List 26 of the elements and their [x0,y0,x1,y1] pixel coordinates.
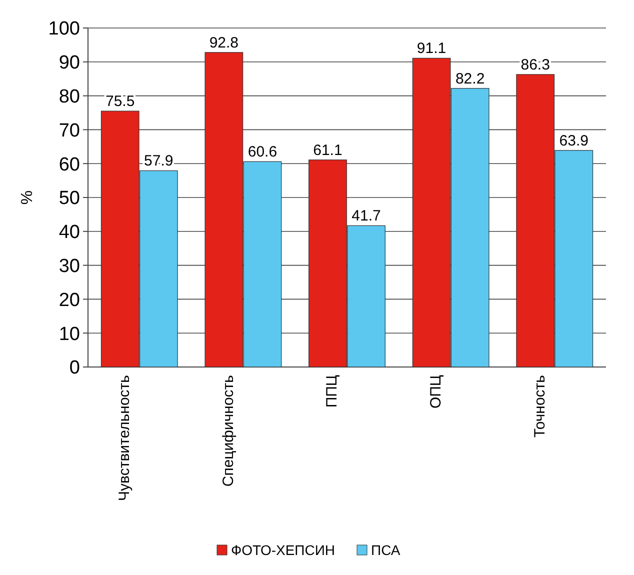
x-tick-label: ОПЦ [427,375,444,409]
y-tick-label: 70 [58,120,80,142]
data-label: 61.1 [313,142,342,159]
y-tick-label: 30 [58,256,80,277]
y-tick-label: 10 [58,324,80,345]
x-tick-label: Чувствительность [116,374,134,501]
y-tick-label: 60 [58,154,80,176]
data-label: 92.8 [209,34,239,52]
y-tick-label: 100 [48,18,80,40]
x-tick-label: ППЦ [324,375,341,408]
legend-label: ФОТО-ХЕПСИН [231,542,336,558]
y-axis-title: % [19,190,36,205]
legend-label: ПСА [371,542,401,558]
y-tick-label: 90 [58,52,80,74]
y-tick-label: 0 [69,358,80,379]
data-label: 91.1 [416,40,446,58]
y-tick-label: 50 [58,188,80,210]
y-tick-label: 20 [58,290,80,311]
x-tick-label: Точность [531,374,548,438]
data-label: 60.6 [248,144,278,161]
data-label: 82.2 [455,70,485,88]
y-tick-label: 80 [58,86,80,108]
data-label: 63.9 [559,132,588,150]
data-label: 41.7 [352,208,381,225]
y-tick-label: 40 [58,222,80,244]
x-tick-label: Специфичность [220,374,237,487]
